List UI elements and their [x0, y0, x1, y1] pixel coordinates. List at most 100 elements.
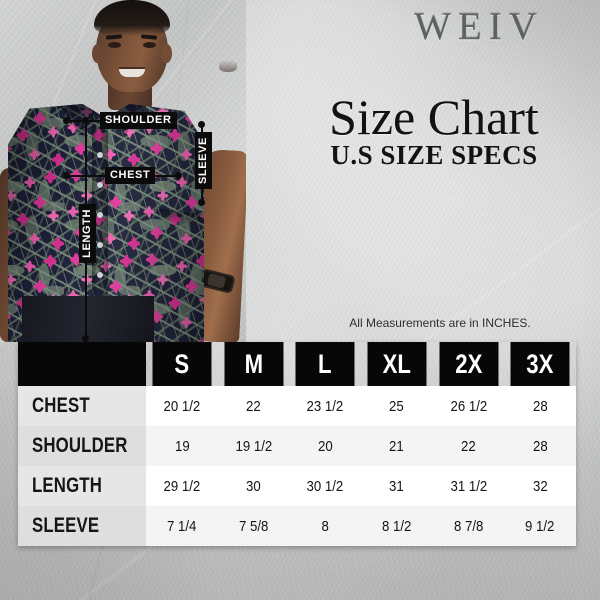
model-nose	[219, 60, 237, 72]
chest-guide-dot-right	[175, 172, 182, 179]
sleeve-guide-dot-top	[198, 121, 205, 128]
length-guide-dot-top	[82, 117, 89, 124]
cell-shoulder-s: 19	[146, 426, 218, 466]
cell-sleeve-3x: 9 1/2	[504, 506, 576, 546]
cell-shoulder-l: 20	[289, 426, 362, 466]
model-right-eye	[143, 42, 156, 48]
shoulder-guide-dot-left	[63, 117, 70, 124]
cell-value: 25	[389, 397, 405, 415]
page-title: Size Chart	[329, 89, 539, 145]
table-column-header-2x: 2X	[439, 342, 498, 386]
table-header-row: S M L XL 2X 3X	[18, 342, 576, 386]
model-pants	[22, 296, 154, 342]
size-chart-table: S M L XL 2X 3X CHEST 20 1/2 22 23 1/2 25 26 1/2 28 S…	[18, 342, 576, 546]
cell-value: 19 1/2	[235, 437, 272, 455]
row-label-shoulder: SHOULDER	[18, 426, 147, 466]
cell-length-m: 30	[217, 466, 290, 506]
table-row: SHOULDER 19 19 1/2 20 21 22 28	[18, 426, 576, 466]
cell-value: 30	[246, 477, 261, 495]
table-column-header-m: M	[224, 342, 283, 386]
cell-value: 22	[246, 397, 261, 415]
table-column-header-s: S	[152, 342, 212, 386]
cell-value: 31	[389, 477, 405, 495]
brand-logo: WEIV	[414, 5, 544, 48]
cell-value: 21	[389, 437, 405, 455]
cell-value: 8	[321, 517, 329, 535]
table-head: S M L XL 2X 3X	[18, 342, 576, 386]
table-corner-cell	[18, 342, 147, 386]
row-label-length: LENGTH	[18, 466, 147, 506]
cell-shoulder-3x: 28	[504, 426, 576, 466]
cell-value: 31 1/2	[450, 477, 487, 495]
cell-value: 28	[532, 397, 548, 415]
cell-length-xl: 31	[361, 466, 433, 506]
shirt-button	[97, 212, 103, 218]
shoulder-measure-label: SHOULDER	[100, 112, 177, 129]
cell-sleeve-m: 7 5/8	[217, 506, 290, 546]
table-column-header-xl: XL	[367, 342, 427, 386]
row-label-text: SLEEVE	[32, 514, 100, 537]
table-row: CHEST 20 1/2 22 23 1/2 25 26 1/2 28	[18, 386, 576, 426]
row-label-sleeve: SLEEVE	[18, 506, 147, 546]
row-label-chest: CHEST	[18, 386, 147, 426]
row-label-text: LENGTH	[32, 474, 103, 497]
table-row: LENGTH 29 1/2 30 30 1/2 31 31 1/2 32	[18, 466, 576, 506]
page-subtitle: U.S SIZE SPECS	[330, 140, 538, 170]
cell-value: 28	[532, 437, 548, 455]
cell-shoulder-xl: 21	[361, 426, 433, 466]
cell-value: 29 1/2	[163, 477, 201, 495]
cell-value: 20 1/2	[163, 397, 201, 415]
cell-sleeve-2x: 8 7/8	[432, 506, 505, 546]
cell-chest-2x: 26 1/2	[432, 386, 505, 426]
cell-sleeve-xl: 8 1/2	[361, 506, 433, 546]
shirt-button	[97, 152, 103, 158]
model-mouth	[119, 69, 145, 77]
model-photo: SHOULDER CHEST LENGTH SLEEVE	[0, 0, 246, 342]
cell-sleeve-s: 7 1/4	[146, 506, 218, 546]
cell-length-l: 30 1/2	[289, 466, 362, 506]
row-label-text: CHEST	[32, 394, 90, 417]
cell-sleeve-l: 8	[289, 506, 362, 546]
cell-chest-xl: 25	[361, 386, 433, 426]
sleeve-measure-label: SLEEVE	[195, 132, 212, 190]
cell-value: 19	[174, 437, 190, 455]
table-column-header-3x: 3X	[510, 342, 570, 386]
cell-value: 7 1/4	[167, 517, 197, 535]
cell-value: 8 1/2	[382, 517, 412, 535]
cell-shoulder-2x: 22	[432, 426, 505, 466]
length-measure-label: LENGTH	[79, 204, 96, 263]
cell-value: 7 5/8	[238, 517, 269, 535]
cell-length-s: 29 1/2	[146, 466, 218, 506]
cell-length-3x: 32	[504, 466, 576, 506]
measurement-units-note: All Measurements are in INCHES.	[349, 316, 531, 330]
table-row: SLEEVE 7 1/4 7 5/8 8 8 1/2 8 7/8 9 1/2	[18, 506, 576, 546]
chest-guide-dot-left	[63, 172, 70, 179]
cell-length-2x: 31 1/2	[432, 466, 505, 506]
watch-face	[206, 273, 227, 289]
chest-measure-label: CHEST	[105, 167, 156, 184]
cell-value: 20	[317, 437, 333, 455]
cell-chest-m: 22	[217, 386, 290, 426]
cell-shoulder-m: 19 1/2	[217, 426, 290, 466]
shirt-button-placket	[92, 104, 108, 342]
table-column-header-l: L	[295, 342, 355, 386]
sleeve-guide-dot-bottom	[198, 199, 205, 206]
cell-chest-3x: 28	[504, 386, 576, 426]
cell-chest-l: 23 1/2	[289, 386, 362, 426]
cell-value: 8 7/8	[453, 517, 484, 535]
shirt-button	[97, 242, 103, 248]
length-guide-dot-bottom	[82, 335, 89, 342]
cell-value: 23 1/2	[306, 397, 344, 415]
model-left-eye	[108, 42, 121, 48]
table-body: CHEST 20 1/2 22 23 1/2 25 26 1/2 28 SHOULDER 19 1…	[18, 386, 576, 546]
cell-value: 9 1/2	[525, 517, 555, 535]
cell-value: 30 1/2	[306, 477, 344, 495]
model-right-ear	[161, 44, 172, 63]
model-left-ear	[92, 44, 103, 63]
shirt-button	[97, 182, 103, 188]
shirt-button	[97, 272, 103, 278]
model-hair	[94, 0, 170, 36]
cell-value: 26 1/2	[450, 397, 487, 415]
cell-chest-s: 20 1/2	[146, 386, 218, 426]
